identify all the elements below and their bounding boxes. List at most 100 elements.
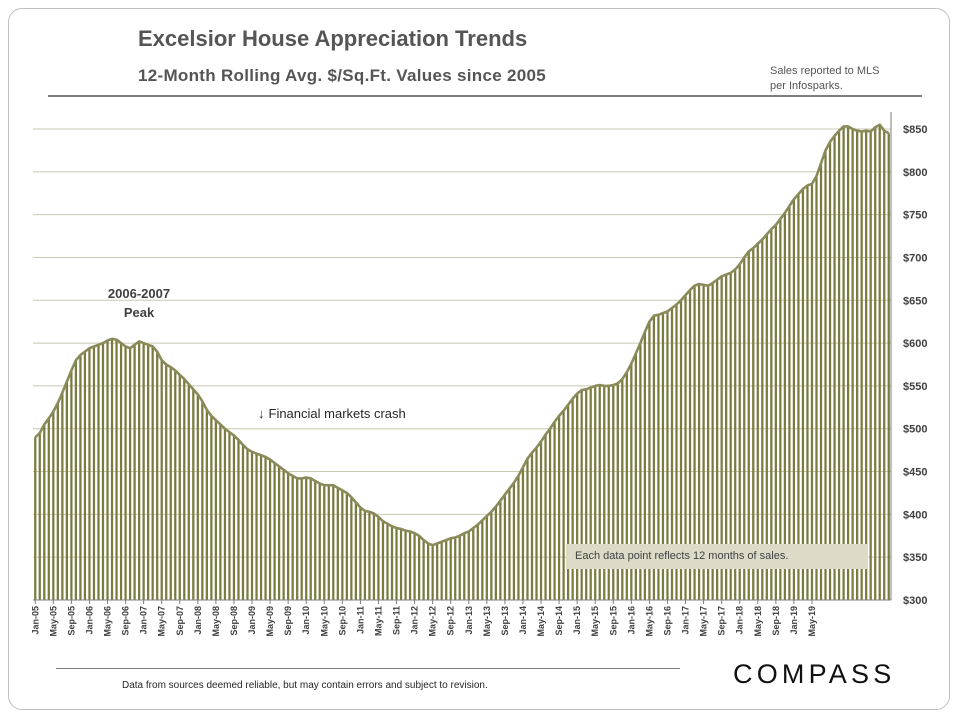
bar bbox=[499, 500, 502, 600]
bar bbox=[436, 543, 439, 600]
bar bbox=[598, 385, 601, 600]
bar bbox=[485, 516, 488, 600]
bar bbox=[169, 367, 172, 600]
bar bbox=[232, 435, 236, 600]
bar bbox=[241, 444, 245, 600]
y-tick-label: $400 bbox=[903, 509, 927, 521]
bar bbox=[688, 289, 692, 600]
bar bbox=[747, 251, 750, 600]
bar bbox=[679, 300, 683, 600]
bar bbox=[594, 385, 597, 600]
bar bbox=[612, 385, 615, 600]
bar bbox=[806, 185, 809, 600]
bar bbox=[648, 321, 651, 600]
bar bbox=[887, 133, 890, 601]
x-tick-label: Sep-11 bbox=[392, 606, 402, 635]
bar bbox=[160, 360, 163, 600]
bar bbox=[566, 404, 570, 600]
bar bbox=[296, 478, 299, 600]
bar bbox=[819, 163, 823, 600]
x-tick-label: Sep-17 bbox=[717, 606, 727, 636]
bar bbox=[228, 432, 231, 600]
bar bbox=[797, 194, 800, 601]
bars bbox=[34, 124, 890, 601]
x-tick-label: Sep-18 bbox=[771, 606, 781, 636]
bar bbox=[625, 372, 628, 600]
bar bbox=[65, 381, 68, 600]
disclaimer: Data from sources deemed reliable, but m… bbox=[122, 680, 488, 691]
peak-annotation: 2006-2007 Peak bbox=[94, 284, 184, 322]
bar bbox=[603, 385, 606, 600]
bar bbox=[860, 131, 863, 600]
bar bbox=[508, 488, 511, 600]
y-tick-label: $450 bbox=[903, 467, 927, 479]
bar bbox=[38, 433, 41, 600]
bar bbox=[165, 364, 168, 600]
bar bbox=[97, 344, 100, 600]
y-tick-label: $550 bbox=[903, 381, 927, 393]
bar bbox=[372, 513, 376, 600]
bar bbox=[83, 351, 87, 600]
bar bbox=[851, 129, 854, 600]
bar bbox=[287, 473, 290, 600]
bar bbox=[720, 276, 723, 600]
bar bbox=[774, 224, 777, 600]
x-tick-label: Sep-16 bbox=[662, 606, 672, 636]
bar bbox=[770, 229, 773, 600]
bar bbox=[702, 284, 705, 600]
bar bbox=[869, 131, 872, 600]
bar bbox=[878, 124, 881, 600]
bar bbox=[616, 383, 619, 600]
source-note: Sales reported to MLS per Infosparks. bbox=[770, 64, 920, 94]
bar bbox=[34, 437, 37, 600]
bar bbox=[693, 285, 696, 600]
bar bbox=[454, 537, 457, 600]
y-tick-label: $500 bbox=[903, 424, 927, 436]
x-tick-label: Sep-12 bbox=[446, 606, 456, 636]
bar bbox=[716, 279, 719, 600]
x-tick-label: Jan-19 bbox=[789, 606, 799, 635]
bar bbox=[738, 264, 741, 600]
bar bbox=[178, 374, 181, 600]
x-tick-label: Jan-17 bbox=[681, 606, 691, 635]
bar bbox=[684, 295, 687, 600]
bar bbox=[395, 528, 398, 600]
x-tick-label: Sep-14 bbox=[554, 606, 564, 636]
bar bbox=[291, 475, 294, 600]
bar bbox=[282, 469, 285, 600]
crash-annotation-label: Financial markets crash bbox=[268, 406, 406, 421]
bar bbox=[43, 424, 46, 600]
bar bbox=[661, 313, 665, 600]
x-tick-label: Jan-11 bbox=[355, 606, 365, 634]
y-tick-label: $600 bbox=[903, 338, 927, 350]
bar bbox=[463, 533, 466, 600]
x-tick-label: Jan-12 bbox=[410, 606, 420, 635]
bar bbox=[765, 234, 768, 600]
x-tick-label: Jan-18 bbox=[735, 606, 745, 635]
x-tick-label: Sep-08 bbox=[229, 606, 239, 636]
x-tick-label: May-12 bbox=[428, 606, 438, 637]
y-tick-label: $700 bbox=[903, 252, 927, 264]
bar bbox=[300, 478, 303, 600]
bar bbox=[580, 390, 583, 600]
y-tick-label: $800 bbox=[903, 167, 927, 179]
bar bbox=[503, 494, 507, 600]
x-tick-label: May-14 bbox=[536, 606, 546, 637]
bar bbox=[323, 485, 326, 600]
bar bbox=[408, 531, 412, 600]
x-tick-label: May-11 bbox=[373, 606, 383, 636]
bar bbox=[70, 370, 73, 600]
bar bbox=[562, 410, 565, 600]
bar bbox=[147, 344, 150, 600]
bar bbox=[490, 511, 493, 600]
bar bbox=[639, 343, 642, 600]
bar bbox=[810, 183, 814, 601]
y-tick-label: $850 bbox=[903, 124, 927, 136]
x-tick-label: May-18 bbox=[753, 606, 763, 637]
bar bbox=[214, 420, 218, 600]
bar bbox=[427, 543, 430, 600]
bar bbox=[354, 502, 358, 600]
peak-annotation-label: Peak bbox=[123, 305, 155, 320]
bar bbox=[734, 269, 737, 600]
